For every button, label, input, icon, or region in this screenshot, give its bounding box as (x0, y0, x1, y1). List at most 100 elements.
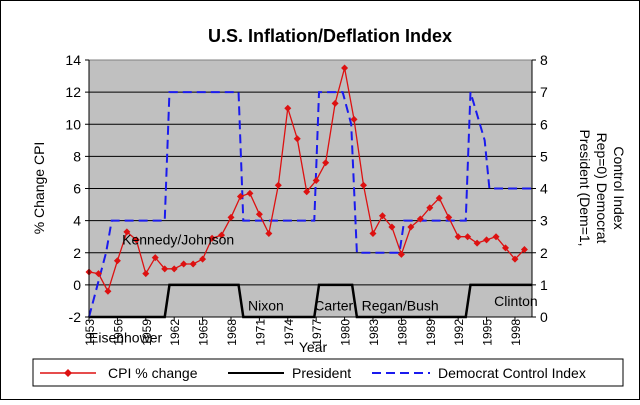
cpi-point (322, 159, 330, 167)
annotation-label: Clinton (494, 293, 538, 309)
y-tick-label: -2 (69, 309, 82, 325)
x-tick-label: 1983 (367, 319, 381, 346)
cpi-point (218, 231, 226, 239)
cpi-point (189, 260, 197, 268)
cpi-point (520, 246, 528, 254)
cpi-point (350, 115, 358, 123)
x-axis-label: Year (299, 339, 328, 355)
cpi-point (511, 255, 519, 263)
y-tick-label: 0 (73, 277, 81, 293)
cpi-point (94, 270, 102, 278)
y2-tick-label: 7 (540, 84, 548, 100)
legend-box (32, 358, 624, 387)
cpi-point (284, 104, 292, 112)
cpi-point (435, 194, 443, 202)
annotation-label: Eisenhower (89, 330, 162, 346)
x-tick-label: 1968 (225, 319, 239, 346)
cpi-point (369, 229, 377, 237)
cpi-point (170, 265, 178, 273)
y2-axis-label: President (Dem=1, Rep=0) Democrat Contro… (577, 129, 627, 246)
cpi-point (492, 233, 500, 241)
cpi-point (199, 255, 207, 263)
cpi-point (445, 213, 453, 221)
cpi-point (388, 223, 396, 231)
y2-tick-label: 6 (540, 116, 548, 132)
y2-tick-label: 8 (540, 52, 548, 68)
x-tick-label: 1995 (481, 319, 495, 346)
y-tick-label: 8 (73, 148, 81, 164)
cpi-point (501, 244, 509, 252)
cpi-point (208, 234, 216, 242)
cpi-point (123, 228, 131, 236)
legend-cpi-marker (64, 369, 72, 377)
x-tick-label: 1965 (197, 319, 211, 346)
cpi-point (341, 64, 349, 72)
y2-axis-label-line2: Rep=0) Democrat (594, 133, 610, 244)
y2-tick-label: 1 (540, 277, 548, 293)
series-group (85, 64, 532, 319)
cpi-point (104, 287, 112, 295)
gridlines (89, 91, 532, 286)
cpi-point (360, 181, 368, 189)
y2-axis-label-line1: President (Dem=1, (577, 129, 593, 246)
legend-dci-label: Democrat Control Index (438, 365, 586, 381)
y2-tick-label: 5 (540, 148, 548, 164)
cpi-point (483, 236, 491, 244)
cpi-point (454, 233, 462, 241)
cpi-point (303, 188, 311, 196)
annotation-label: Carter (314, 298, 353, 314)
y-tick-label: 4 (73, 213, 81, 229)
cpi-point (236, 193, 244, 201)
legend-president-label: President (292, 365, 351, 381)
y-tick-label: 6 (73, 181, 81, 197)
annotations: Eisenhower Kennedy/Johnson Nixon Carter Rega… (89, 232, 538, 346)
y-tick-label: 2 (73, 245, 81, 261)
x-tick-label: 1971 (253, 319, 267, 346)
cpi-point (274, 181, 282, 189)
cpi-point (113, 257, 121, 265)
cpi-point (331, 99, 339, 107)
y2-tick-label: 2 (540, 245, 548, 261)
x-tick-label: 1974 (282, 319, 296, 346)
y2-tick-label: 0 (540, 309, 548, 325)
x-tick-label: 1989 (424, 319, 438, 346)
y-tick-label: 12 (65, 84, 81, 100)
x-tick-label: 1959 (140, 319, 154, 346)
cpi-point (397, 250, 405, 258)
annotation-label: Nixon (248, 298, 284, 314)
x-tick-label: 1956 (111, 319, 125, 346)
y-tick-label: 14 (65, 52, 81, 68)
cpi-point (416, 215, 424, 223)
cpi-point (180, 260, 188, 268)
x-tick-label: 1986 (395, 319, 409, 346)
y-tick-label: 10 (65, 116, 81, 132)
president-line (89, 283, 532, 319)
dci-line (88, 91, 532, 318)
cpi-point (246, 189, 254, 197)
x-tick-label: 1962 (168, 319, 182, 346)
x-tick-label: 1992 (452, 319, 466, 346)
cpi-point (464, 233, 472, 241)
cpi-point (151, 254, 159, 262)
cpi-point (293, 135, 301, 143)
cpi-point (161, 265, 169, 273)
legend-cpi-label: CPI % change (108, 365, 198, 381)
cpi-point (255, 210, 263, 218)
cpi-point (312, 176, 320, 184)
x-tick-label: 1998 (509, 319, 523, 346)
legend: CPI % change President Democrat Control … (32, 358, 624, 387)
annotation-label: Regan/Bush (362, 298, 439, 314)
y2-tick-label: 4 (540, 181, 548, 197)
x-tick-label: 1977 (310, 319, 324, 346)
cpi-point (426, 204, 434, 212)
annotation-label: Kennedy/Johnson (122, 232, 234, 248)
chart-title: U.S. Inflation/Deflation Index (208, 26, 452, 46)
cpi-point (378, 212, 386, 220)
cpi-point (407, 223, 415, 231)
cpi-point (142, 270, 150, 278)
cpi-point (473, 239, 481, 247)
cpi-point (265, 229, 273, 237)
